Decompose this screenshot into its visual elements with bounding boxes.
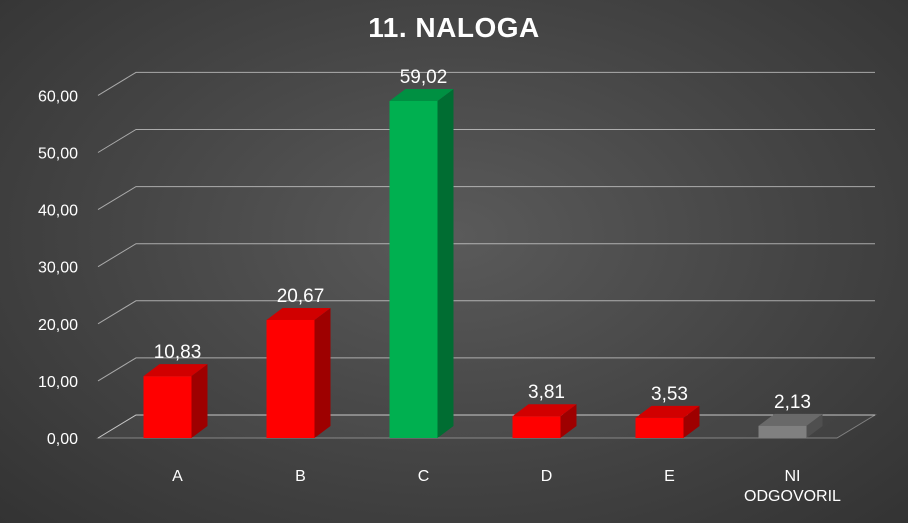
bar-side	[560, 404, 577, 438]
chart-floor	[96, 414, 877, 439]
data-label: 59,02	[400, 67, 448, 88]
bar-top	[635, 405, 700, 418]
x-tick-label: A	[172, 468, 183, 485]
bar-side	[437, 88, 454, 439]
x-tick-label: D	[541, 468, 553, 485]
gridline	[97, 186, 875, 211]
gridline	[97, 129, 875, 153]
gridline	[97, 414, 875, 439]
chart-title: 11. NALOGA	[368, 12, 540, 43]
bar-top	[758, 413, 823, 426]
gridline	[97, 300, 875, 325]
bar-side	[314, 307, 331, 438]
bar-side	[683, 405, 700, 438]
gridline	[97, 71, 875, 96]
x-tick-label: C	[418, 468, 430, 485]
bar-top	[389, 88, 454, 101]
data-label: 20,67	[277, 286, 325, 307]
y-tick-label: 20,00	[38, 317, 78, 334]
x-tick-label: NI ODGOVORIL	[744, 468, 841, 505]
y-tick-label: 50,00	[38, 146, 78, 163]
data-label: 3,81	[528, 382, 565, 403]
x-tick-label: B	[295, 468, 306, 485]
y-tick-label: 40,00	[38, 203, 78, 220]
bar	[266, 319, 315, 438]
bar-side	[806, 413, 823, 438]
gridline	[97, 357, 875, 382]
y-tick-label: 10,00	[38, 374, 78, 391]
bar-top	[512, 404, 577, 417]
y-tick-label: 60,00	[38, 88, 78, 105]
gridline	[97, 243, 875, 268]
bar	[758, 425, 807, 438]
x-tick-label: E	[664, 468, 675, 485]
bar-top	[266, 307, 331, 320]
data-label: 10,83	[154, 342, 202, 363]
y-tick-label: 30,00	[38, 260, 78, 277]
y-tick-label: 0,00	[47, 431, 78, 448]
bar	[389, 100, 438, 439]
bar-side	[191, 364, 208, 438]
bar	[143, 376, 192, 438]
bar	[635, 417, 684, 438]
data-label: 2,13	[774, 392, 811, 413]
data-label: 3,53	[651, 384, 688, 405]
bar	[512, 416, 561, 438]
bar-top	[143, 364, 208, 377]
